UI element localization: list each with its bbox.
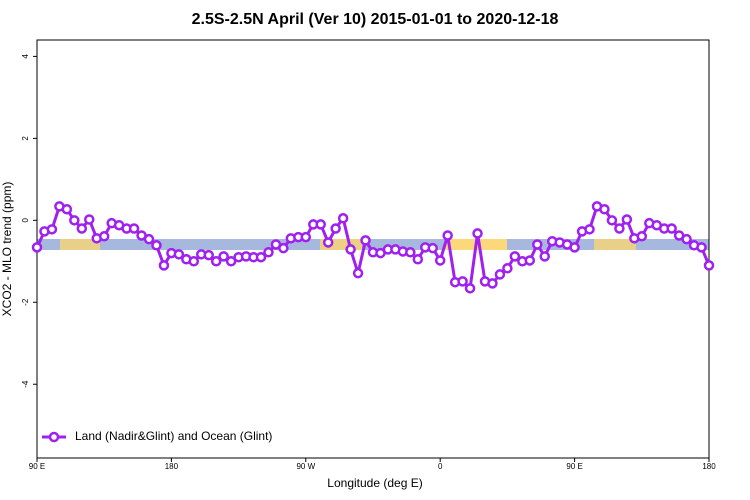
data-point [584,224,595,235]
data-point [599,203,610,215]
data-point [442,230,453,241]
data-point [360,235,371,246]
data-point [666,223,677,234]
data-point [278,242,289,254]
data-point [539,251,550,262]
data-point [322,237,334,248]
data-point [158,260,170,271]
data-point [405,247,416,258]
data-point [681,233,692,245]
land-band [60,239,100,250]
data-point [173,249,185,260]
data-point [300,231,312,243]
data-point [143,233,155,245]
data-point [61,203,73,215]
data-point [188,256,200,267]
data-point [315,219,326,230]
y-tick-label: -2 [21,298,30,306]
x-axis-label: Longitude (deg E) [327,476,422,490]
data-point [76,223,88,234]
land-band [594,239,636,250]
data-point [434,255,446,266]
data-point [151,240,162,251]
data-point [128,223,140,234]
data-point [31,242,43,253]
data-point [532,239,543,250]
data-point [218,251,229,262]
land-band [320,239,362,250]
data-point [225,256,237,267]
y-tick-label: 2 [21,136,30,141]
data-point [621,214,633,225]
data-point [569,242,580,253]
legend-marker [48,431,60,443]
data-point [524,255,536,266]
data-point [330,223,341,234]
data-point [84,214,95,225]
data-point [352,267,364,279]
x-tick-label: 90 E [566,462,582,471]
data-point [472,228,483,239]
data-point [494,269,506,280]
data-point [487,278,498,289]
legend-label: Land (Nadir&Glint) and Ocean (Glint) [75,429,272,443]
data-point [457,276,468,287]
y-tick-label: 0 [21,218,30,223]
x-tick-label: 90 W [296,462,315,471]
data-point [203,249,214,261]
y-tick-label: 4 [21,54,30,59]
data-point [345,244,356,255]
y-axis-label: XCO2 - MLO trend (ppm) [0,182,14,317]
data-point [98,231,110,242]
data-point [255,251,267,263]
data-point [210,256,222,267]
y-tick-label: -4 [21,380,30,388]
data-point [502,263,513,274]
x-tick-label: 180 [165,462,179,471]
data-point [427,242,438,254]
chart-title: 2.5S-2.5N April (Ver 10) 2015-01-01 to 2… [192,11,559,28]
x-tick-label: 180 [702,462,716,471]
data-point [337,213,349,224]
data-point [509,251,521,262]
data-point [69,215,80,226]
data-point [696,242,707,253]
data-point [606,215,618,226]
data-point [636,231,648,242]
data-point [263,247,274,258]
x-tick-label: 90 E [29,462,45,471]
data-point [614,223,625,234]
x-tick-label: 0 [438,462,443,471]
data-point [412,253,424,265]
data-point [46,224,58,235]
data-point [703,260,715,271]
data-point [464,283,476,294]
ocean-band [37,239,709,250]
